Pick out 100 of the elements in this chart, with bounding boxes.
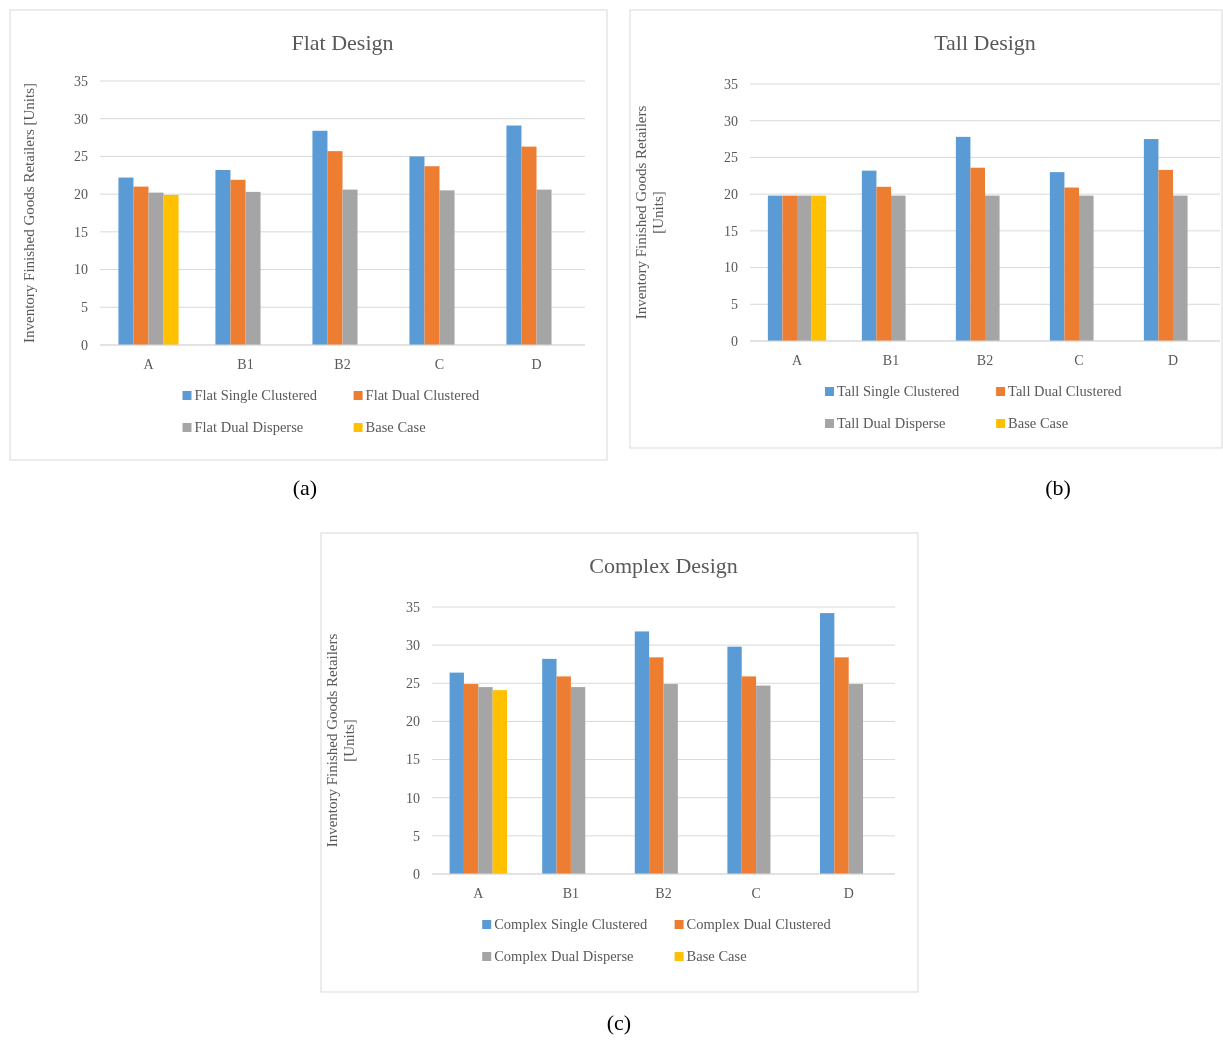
x-tick-label: B1 — [882, 353, 900, 368]
y-tick-label: 0 — [413, 866, 420, 882]
bar — [634, 631, 650, 874]
bar — [834, 657, 849, 874]
x-tick-label: D — [531, 357, 542, 372]
y-tick-label: 10 — [74, 262, 88, 278]
bar — [1049, 172, 1065, 341]
bar — [230, 179, 246, 345]
bar — [1158, 169, 1173, 341]
x-tick-label: C — [434, 357, 445, 372]
x-tick-label: A — [143, 357, 155, 372]
legend-label: Base Case — [1008, 415, 1069, 431]
x-tick-label: A — [473, 886, 485, 901]
y-tick-label: 35 — [406, 599, 420, 615]
bar — [1079, 195, 1094, 341]
legend-label: Base Case — [686, 948, 747, 964]
x-tick-label: C — [1074, 353, 1084, 368]
bar — [492, 690, 508, 874]
y-tick-label: 10 — [724, 260, 738, 276]
x-tick-label: B2 — [976, 353, 994, 368]
legend-label: Complex Dual Disperse — [494, 948, 634, 964]
bar — [649, 657, 664, 874]
bar — [327, 151, 343, 345]
y-tick-label: 25 — [74, 149, 88, 165]
text: (b) — [1045, 475, 1071, 500]
y-tick-label: 20 — [74, 187, 88, 203]
legend-label: Complex Single Clustered — [494, 916, 648, 932]
bar — [848, 684, 864, 874]
bar — [245, 191, 261, 345]
bar — [782, 195, 797, 341]
x-tick-label: C — [751, 886, 761, 901]
bar — [663, 684, 678, 874]
bar — [215, 170, 231, 345]
y-axis-title: Inventory Finished Goods Retailers [Units] — [633, 105, 666, 320]
bar — [767, 195, 783, 341]
bar — [148, 192, 164, 345]
text: (a) — [292, 475, 318, 500]
x-tick-label: B1 — [562, 886, 580, 901]
bar — [891, 195, 906, 341]
bar — [478, 687, 493, 874]
bar — [449, 672, 464, 874]
y-tick-label: 5 — [731, 297, 738, 313]
bar — [312, 130, 328, 345]
bar — [163, 194, 179, 345]
y-tick-label: 5 — [413, 828, 420, 844]
chart-title: Tall Design — [934, 30, 1036, 55]
x-tick-label: A — [791, 353, 803, 368]
y-tick-label: 15 — [406, 752, 420, 768]
legend-label: Tall Dual Disperse — [837, 415, 946, 431]
bar — [741, 676, 757, 874]
y-tick-label: 30 — [724, 113, 738, 129]
y-tick-label: 35 — [74, 73, 88, 89]
bar — [536, 189, 552, 345]
x-tick-label: D — [843, 886, 854, 901]
x-tick-label: B1 — [237, 357, 254, 372]
bar — [970, 167, 985, 341]
bar — [133, 186, 149, 345]
bar — [542, 658, 557, 874]
bar — [424, 166, 440, 345]
bar — [439, 190, 455, 345]
chart-title: Flat Design — [291, 30, 394, 55]
bar — [756, 685, 771, 874]
bar — [463, 684, 479, 874]
y-tick-label: 5 — [81, 300, 88, 316]
x-tick-label: B2 — [655, 886, 672, 901]
y-tick-label: 25 — [406, 676, 420, 692]
bar — [1143, 139, 1159, 341]
bar — [506, 125, 522, 345]
y-axis-title: Inventory Finished Goods Retailers [Units] — [324, 633, 357, 848]
bar — [861, 170, 877, 341]
legend-label: Complex Dual Clustered — [686, 916, 832, 932]
bar — [955, 136, 971, 341]
y-tick-label: 30 — [74, 111, 88, 127]
legend-label: Base Case — [365, 419, 426, 435]
bar — [409, 156, 425, 345]
bar — [985, 195, 1000, 341]
y-tick-label: 0 — [731, 333, 738, 349]
legend-label: Flat Dual Clustered — [365, 387, 480, 403]
text: (c) — [606, 1010, 632, 1035]
bar — [1173, 195, 1188, 341]
chart-title: Complex Design — [589, 553, 738, 578]
y-tick-label: 30 — [406, 638, 420, 654]
y-tick-label: 35 — [724, 76, 738, 92]
y-tick-label: 15 — [724, 223, 738, 239]
bar — [342, 189, 358, 345]
y-tick-label: 20 — [406, 714, 420, 730]
bar — [556, 676, 571, 874]
x-tick-label: B2 — [334, 357, 351, 372]
bar — [118, 177, 134, 345]
bar — [797, 195, 812, 341]
legend-label: Tall Single Clustered — [837, 383, 960, 399]
bar — [570, 687, 586, 874]
legend-label: Flat Single Clustered — [194, 387, 318, 403]
y-tick-label: 15 — [74, 224, 88, 240]
legend-label: Tall Dual Clustered — [1008, 383, 1123, 399]
y-tick-label: 10 — [406, 790, 420, 806]
legend-label: Flat Dual Disperse — [194, 419, 304, 435]
y-tick-label: 20 — [724, 187, 738, 203]
bar — [727, 646, 742, 874]
bar — [1064, 187, 1079, 341]
